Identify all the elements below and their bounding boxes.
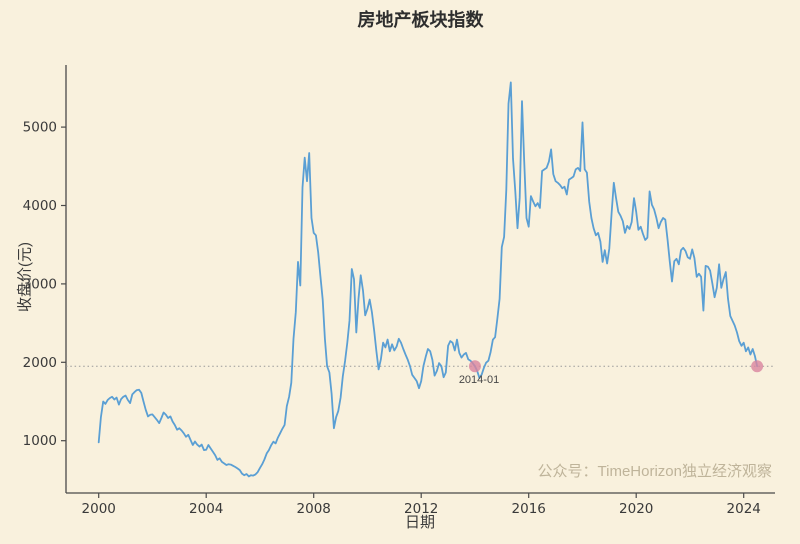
event-marker-2014-01 [468,360,481,373]
annotation-2014-01: 2014-01 [458,374,500,386]
chart-title: 房地产板块指数 [357,10,484,30]
watermark: 公众号：TimeHorizon独立经济观察 [537,463,772,480]
y-tick-label: 1000 [23,433,57,449]
y-tick-label: 2000 [23,355,57,371]
x-tick-label: 2004 [189,501,223,517]
x-tick-label: 2008 [297,501,331,517]
y-tick-label: 4000 [23,198,57,214]
x-axis-label: 日期 [404,514,436,531]
event-marker-latest [751,360,764,373]
x-tick-label: 2012 [404,501,438,517]
price-line [97,81,758,478]
y-axis-label: 收盘价(元) [16,242,34,312]
y-tick-label: 5000 [23,120,57,136]
x-tick-label: 2000 [82,501,116,517]
x-tick-label: 2016 [512,501,546,517]
y-tick-label: 3000 [23,276,57,292]
x-tick-label: 2020 [619,501,653,517]
x-tick-label: 2024 [727,501,761,517]
